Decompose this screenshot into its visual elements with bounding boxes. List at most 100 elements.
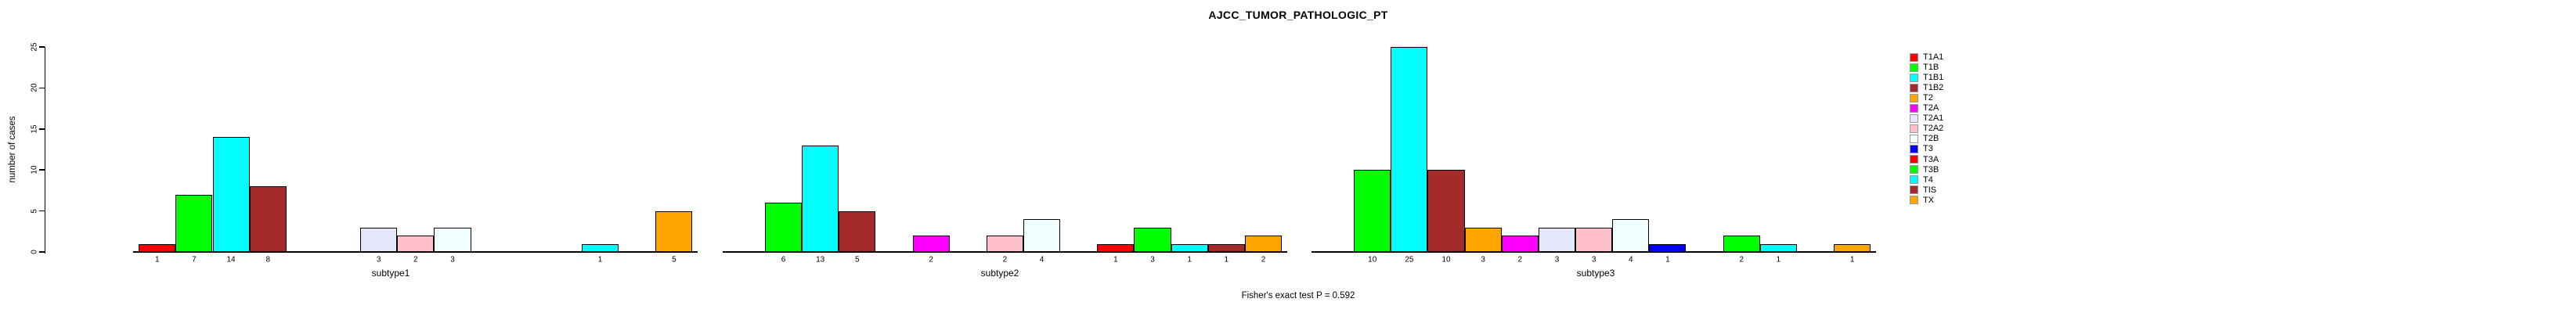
- legend-swatch-T1B2: [1910, 83, 1918, 92]
- bar-subtype3-T3: [1649, 243, 1687, 252]
- legend-label-T1B2: T1B2: [1923, 83, 1944, 93]
- bar-value-label: 2: [929, 255, 933, 264]
- legend-label-TX: TX: [1923, 195, 1935, 205]
- bar-value-label: 1: [1849, 255, 1855, 264]
- bar-value-label: 4: [1628, 255, 1633, 264]
- bar-value-label: 3: [1554, 255, 1560, 264]
- bar-subtype1-T1B2: [249, 186, 287, 252]
- y-axis-line: [44, 47, 45, 254]
- bar-value-label: 3: [1591, 255, 1596, 264]
- bar-value-label: 13: [816, 255, 825, 264]
- bar-value-label: 7: [192, 255, 197, 264]
- y-tick: [38, 169, 45, 171]
- legend-label-T3B: T3B: [1923, 164, 1939, 174]
- bar-subtype1-T2A2: [397, 236, 435, 252]
- bar-subtype1-T1B1: [212, 137, 250, 252]
- bar-value-label: 3: [376, 255, 381, 264]
- bar-subtype2-T3A: [1097, 243, 1135, 252]
- bar-subtype2-T1B2: [839, 210, 876, 252]
- bar-subtype3-T2A2: [1575, 227, 1613, 252]
- legend-swatch-T2A2: [1910, 124, 1918, 133]
- legend-swatch-T3A: [1910, 155, 1918, 164]
- bar-subtype3-T4: [1759, 243, 1797, 252]
- y-tick: [38, 251, 45, 253]
- y-tick: [38, 46, 45, 48]
- bar-subtype2-TIS: [1207, 243, 1245, 252]
- bar-subtype3-T2: [1464, 227, 1502, 252]
- x-axis-line: [722, 251, 1287, 253]
- bar-value-label: 3: [1150, 255, 1155, 264]
- bar-subtype3-T2A1: [1538, 227, 1576, 252]
- bar-subtype2-T2A2: [986, 236, 1023, 252]
- bar-subtype2-T1B1: [802, 145, 839, 252]
- bar-value-label: 25: [1405, 255, 1414, 264]
- legend-label-T1B: T1B: [1923, 63, 1939, 73]
- bar-subtype1-T2B: [434, 227, 471, 252]
- bar-subtype3-TX: [1834, 243, 1871, 252]
- legend-label-T3: T3: [1923, 144, 1933, 154]
- legend-swatch-T3B: [1910, 165, 1918, 174]
- bar-subtype2-T2B: [1023, 219, 1061, 252]
- bar-subtype1-T1B: [175, 194, 213, 252]
- bar-subtype3-T1B: [1354, 170, 1391, 252]
- legend-label-T2: T2: [1923, 93, 1933, 103]
- legend-label-T1B1: T1B1: [1923, 73, 1944, 83]
- bar-subtype1-TX: [655, 210, 693, 252]
- bar-subtype1-T1A1: [139, 243, 176, 252]
- bar-value-label: 8: [265, 255, 270, 264]
- legend-label-T2A: T2A: [1923, 103, 1939, 113]
- bar-value-label: 1: [1776, 255, 1781, 264]
- bar-subtype1-T2A1: [360, 227, 398, 252]
- legend-swatch-T3: [1910, 144, 1918, 153]
- legend-label-T3A: T3A: [1923, 154, 1939, 164]
- legend-label-T2A1: T2A1: [1923, 113, 1944, 124]
- legend-label-T4: T4: [1923, 174, 1933, 185]
- legend-swatch-T2A: [1910, 103, 1918, 113]
- bar-value-label: 1: [1665, 255, 1670, 264]
- y-tick-label: 25: [30, 42, 39, 52]
- bar-value-label: 1: [1187, 255, 1192, 264]
- bar-value-label: 3: [450, 255, 455, 264]
- legend-label-T2A2: T2A2: [1923, 124, 1944, 134]
- y-tick-label: 15: [30, 124, 39, 134]
- y-tick: [38, 128, 45, 130]
- panel-xlabel-subtype3: subtype3: [1576, 268, 1615, 279]
- bar-value-label: 2: [413, 255, 418, 264]
- legend-swatch-T1B1: [1910, 73, 1918, 82]
- y-tick: [38, 210, 45, 212]
- bar-value-label: 3: [1481, 255, 1485, 264]
- bar-value-label: 1: [1224, 255, 1229, 264]
- bar-subtype2-TX: [1244, 236, 1283, 252]
- bar-subtype3-T1B2: [1427, 170, 1465, 252]
- bar-value-label: 10: [1368, 255, 1377, 264]
- y-tick-label: 20: [30, 83, 39, 92]
- y-tick-label: 5: [30, 208, 39, 214]
- bar-value-label: 2: [1739, 255, 1744, 264]
- panel-xlabel-subtype2: subtype2: [980, 268, 1019, 279]
- bar-value-label: 2: [1261, 255, 1266, 264]
- panel-xlabel-subtype1: subtype1: [371, 268, 410, 279]
- legend-swatch-T2A1: [1910, 113, 1918, 123]
- legend-swatch-T2: [1910, 93, 1918, 103]
- bar-value-label: 4: [1039, 255, 1044, 264]
- x-axis-line: [1311, 251, 1876, 253]
- x-axis-line: [133, 251, 698, 253]
- bar-value-label: 2: [1002, 255, 1008, 264]
- bar-subtype1-T4: [582, 243, 619, 252]
- bar-subtype2-T3B: [1134, 227, 1171, 252]
- bar-value-label: 1: [597, 255, 603, 264]
- bar-subtype3-T2A: [1501, 236, 1539, 252]
- bar-subtype3-T2B: [1612, 219, 1650, 252]
- legend-label-T2B: T2B: [1923, 134, 1939, 144]
- legend-swatch-TIS: [1910, 185, 1918, 195]
- legend-label-T1A1: T1A1: [1923, 52, 1944, 62]
- bar-value-label: 6: [781, 255, 786, 264]
- stat-test-annotation: Fisher's exact test P = 0.592: [1241, 291, 1355, 300]
- bar-subtype3-T1B1: [1391, 47, 1428, 252]
- bar-subtype2-T4: [1171, 243, 1208, 252]
- bar-value-label: 10: [1441, 255, 1451, 264]
- bar-subtype2-T2A: [912, 236, 950, 252]
- legend-label-TIS: TIS: [1923, 185, 1937, 195]
